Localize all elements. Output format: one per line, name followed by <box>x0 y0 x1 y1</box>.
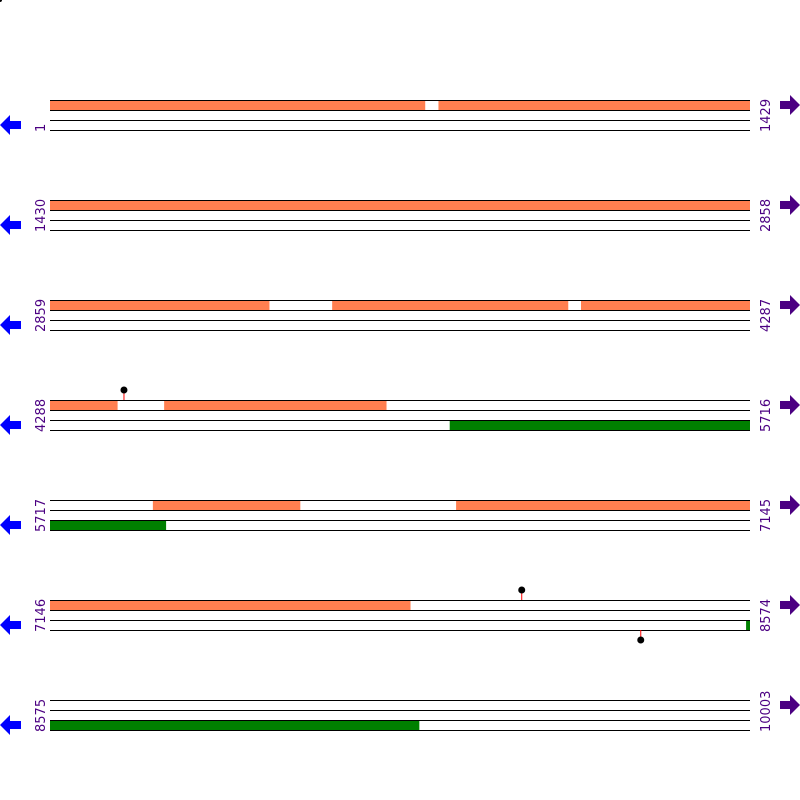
arrow-right-icon <box>780 195 800 215</box>
row-start-label: 1 <box>34 124 49 132</box>
row-end-label: 2858 <box>759 199 774 232</box>
row-start-label: 1430 <box>34 199 49 232</box>
sequence-row: 2859 4287 <box>0 295 800 335</box>
top-strand-feature <box>50 400 118 410</box>
arrow-left-icon <box>0 715 21 735</box>
row-end-label: 10003 <box>759 691 774 732</box>
arrow-left-icon <box>0 615 21 635</box>
bottom-strand-feature <box>746 620 750 630</box>
row-end-label: 7145 <box>759 499 774 532</box>
top-strand-feature <box>50 200 750 210</box>
top-strand-feature <box>581 300 750 310</box>
top-strand-feature <box>50 600 411 610</box>
lollipop-marker-icon <box>518 586 526 594</box>
row-start-label: 4288 <box>34 399 49 432</box>
arrow-left-icon <box>0 515 21 535</box>
top-strand-feature <box>438 100 750 110</box>
lollipop-marker-icon <box>120 386 128 394</box>
arrow-left-icon <box>0 415 21 435</box>
arrow-left-icon <box>0 315 21 335</box>
row-start-label: 8575 <box>34 699 49 732</box>
row-start-label: 7146 <box>34 599 49 632</box>
arrow-left-icon <box>0 215 21 235</box>
row-end-label: 1429 <box>759 99 774 132</box>
row-start-label: 2859 <box>34 299 49 332</box>
bottom-strand-feature <box>50 520 167 530</box>
arrow-left-icon <box>0 115 21 135</box>
arrow-right-icon <box>780 695 800 715</box>
sequence-row: 1430 2858 <box>0 195 800 235</box>
arrow-right-icon <box>780 595 800 615</box>
row-end-label: 8574 <box>759 599 774 632</box>
corner-dot <box>0 0 2 2</box>
top-strand-feature <box>152 500 301 510</box>
sequence-row: 5717 7145 <box>0 495 800 535</box>
row-end-label: 4287 <box>759 299 774 332</box>
sequence-row: 1 1429 <box>0 95 800 135</box>
arrow-right-icon <box>780 395 800 415</box>
lollipop-marker-icon <box>637 636 645 644</box>
arrow-right-icon <box>780 95 800 115</box>
bottom-strand-feature <box>50 720 420 730</box>
sequence-row: 7146 8574 <box>0 586 800 644</box>
sequence-row: 8575 10003 <box>0 691 800 735</box>
sequence-row: 4288 5716 <box>0 386 800 435</box>
row-start-label: 5717 <box>34 499 49 532</box>
top-strand-feature <box>164 400 387 410</box>
top-strand-feature <box>50 300 270 310</box>
row-end-label: 5716 <box>759 399 774 432</box>
top-strand-feature <box>332 300 569 310</box>
arrow-right-icon <box>780 495 800 515</box>
bottom-strand-feature <box>449 420 750 430</box>
arrow-right-icon <box>780 295 800 315</box>
top-strand-feature <box>50 100 426 110</box>
top-strand-feature <box>456 500 750 510</box>
